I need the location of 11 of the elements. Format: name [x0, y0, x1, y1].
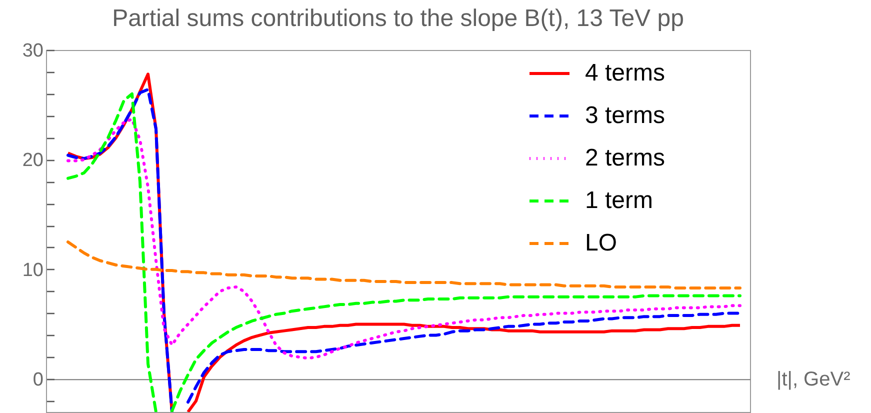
legend-label: 4 terms: [585, 60, 666, 86]
y-tick-label: 0: [32, 370, 44, 391]
x-axis-title: |t|, GeV²: [776, 368, 851, 391]
legend-label: 2 terms: [585, 144, 666, 172]
chart-title: Partial sums contributions to the slope B(t), 13 TeV pp: [112, 5, 684, 32]
y-tick-label: 20: [22, 150, 44, 172]
legend-label: 3 terms: [585, 102, 666, 129]
y-tick-label: 30: [22, 40, 44, 62]
legend-label: LO: [585, 230, 618, 256]
legend-label: 1 term: [585, 187, 654, 214]
y-tick-label: 10: [22, 260, 44, 281]
